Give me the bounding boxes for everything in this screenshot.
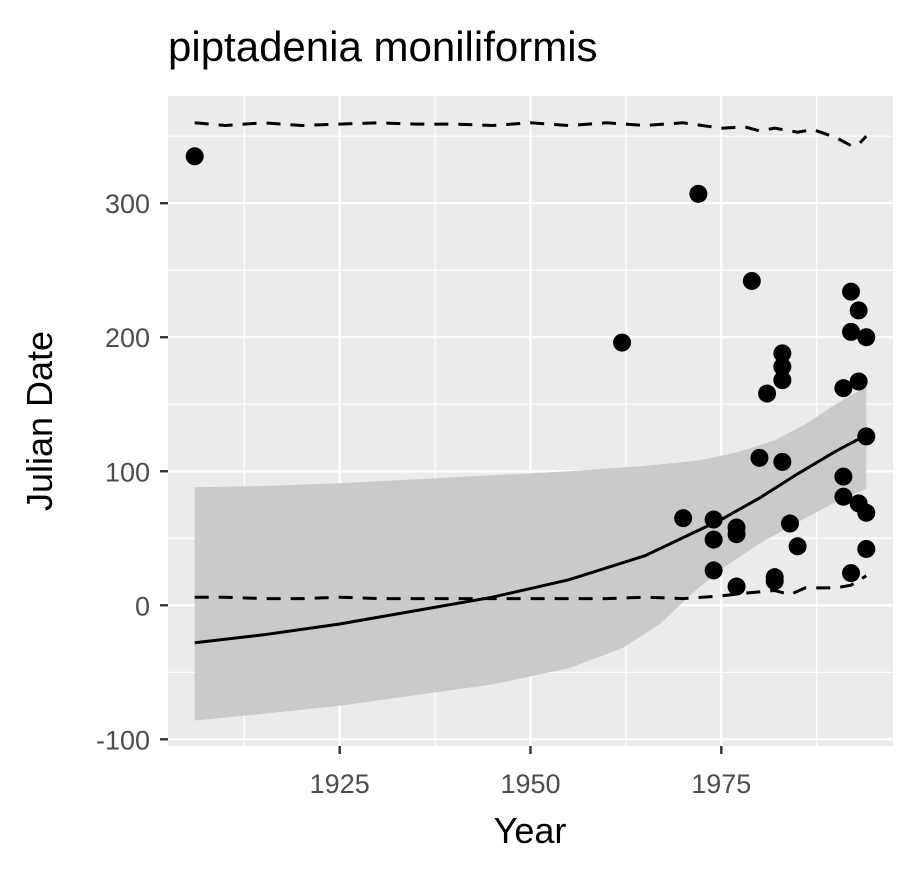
data-point (704, 510, 723, 529)
data-point (857, 503, 876, 522)
line-layer (194, 433, 868, 645)
data-point (750, 448, 769, 467)
data-point (758, 384, 777, 403)
data-point (773, 357, 792, 376)
points-layer (185, 147, 876, 596)
y-tick-label: 100 (105, 457, 150, 487)
data-point (849, 372, 868, 391)
y-axis-title: Julian Date (19, 331, 60, 511)
data-point (613, 333, 632, 352)
data-point (727, 577, 746, 596)
confidence-ribbon (194, 386, 867, 721)
data-point (742, 271, 761, 290)
chart-title: piptadenia moniliformis (168, 23, 598, 70)
y-tick-label: 300 (105, 189, 150, 219)
y-tick-label: 0 (135, 591, 150, 621)
fit-line (194, 433, 868, 645)
data-point (704, 561, 723, 580)
x-axis-title: Year (494, 810, 567, 851)
data-point (674, 509, 693, 528)
upper-dashed-line (194, 121, 868, 148)
data-point (834, 487, 853, 506)
data-point (849, 301, 868, 320)
data-point (780, 514, 799, 533)
data-point (834, 379, 853, 398)
y-axis: -100 0 100 200 300 (96, 189, 168, 755)
data-point (773, 452, 792, 471)
data-point (773, 344, 792, 363)
data-point (773, 371, 792, 390)
data-point (842, 322, 861, 341)
x-axis: 1925 1950 1975 (310, 746, 751, 799)
data-point (842, 282, 861, 301)
x-tick-label: 1950 (500, 769, 560, 799)
data-point (857, 427, 876, 446)
data-point (788, 537, 807, 556)
dashed-layer (194, 121, 868, 601)
data-point (765, 572, 784, 591)
data-point (842, 564, 861, 583)
x-tick-label: 1975 (691, 769, 751, 799)
data-point (857, 328, 876, 347)
data-point (689, 184, 708, 203)
data-point (704, 530, 723, 549)
data-point (185, 147, 204, 166)
data-point (857, 539, 876, 558)
data-point (727, 525, 746, 544)
ribbon-layer (194, 386, 867, 721)
y-tick-label: -100 (96, 725, 150, 755)
y-tick-label: 200 (105, 323, 150, 353)
data-point (834, 467, 853, 486)
x-tick-label: 1925 (310, 769, 370, 799)
